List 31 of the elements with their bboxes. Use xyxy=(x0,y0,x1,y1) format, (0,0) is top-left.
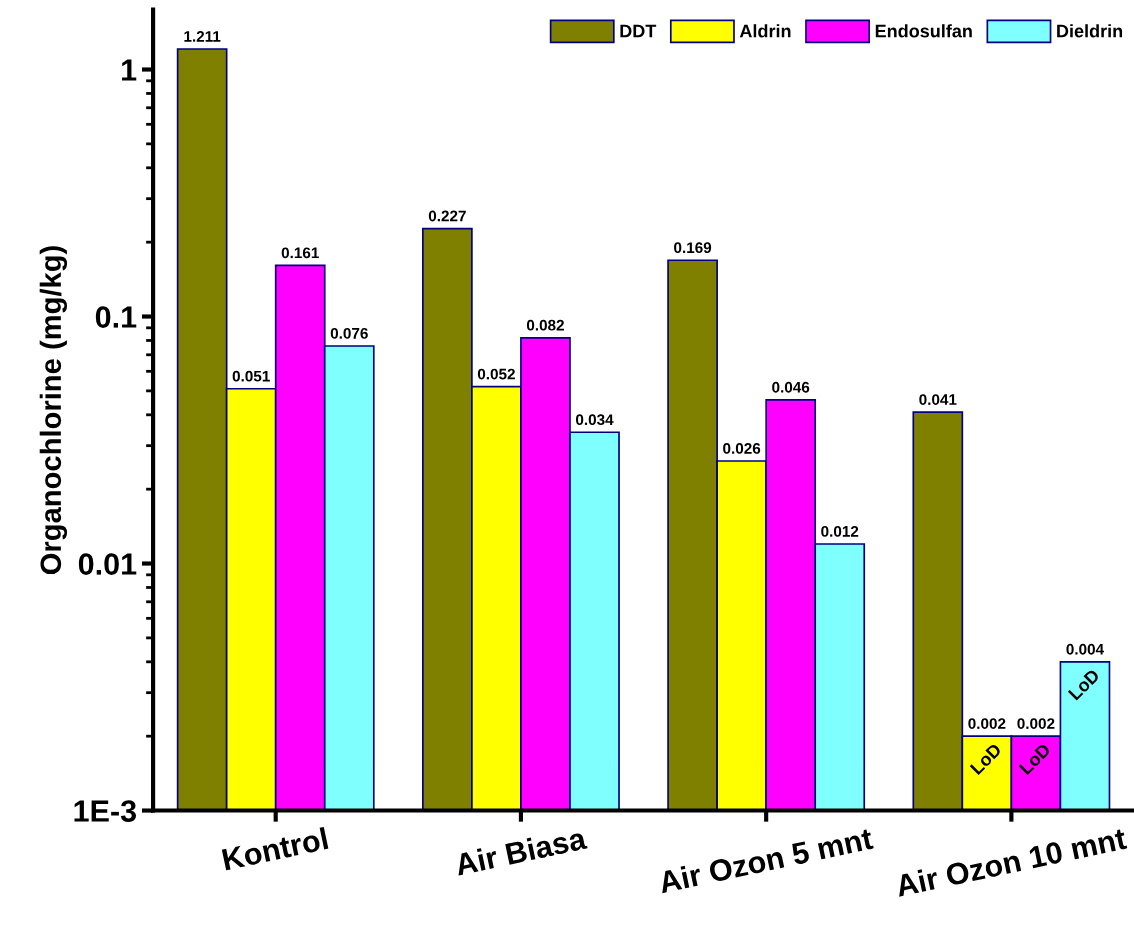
y-tick-label: 1 xyxy=(122,59,137,81)
data-label: 0.046 xyxy=(772,381,810,393)
x-tick-label: Air Biasa xyxy=(453,826,588,876)
y-axis-title: Organochlorine (mg/kg) xyxy=(39,246,68,575)
y-tick-label: 0.01 xyxy=(78,553,137,575)
data-label: 0.002 xyxy=(968,718,1006,729)
x-tick-label: Air Ozon 5 mnt xyxy=(657,826,874,894)
data-label: 0.012 xyxy=(821,525,859,537)
annotation: LoD xyxy=(969,742,1003,776)
annotation: LoD xyxy=(1018,742,1052,776)
data-label: 0.002 xyxy=(1017,718,1055,729)
y-tick-label: 1E-3 xyxy=(74,800,137,822)
legend-label: Endosulfan xyxy=(875,24,972,38)
x-tick-label: Kontrol xyxy=(221,826,329,871)
y-tick-label: 0.1 xyxy=(95,306,137,328)
data-label: 0.041 xyxy=(919,394,957,405)
data-label: 0.169 xyxy=(674,242,712,254)
data-label: 0.161 xyxy=(281,247,319,259)
data-label: 0.076 xyxy=(330,327,368,339)
data-label: 1.211 xyxy=(184,30,221,42)
data-label: 0.227 xyxy=(428,210,466,222)
legend-label: Aldrin xyxy=(739,24,791,38)
legend-label: DDT xyxy=(620,24,657,38)
x-tick-label: Air Ozon 10 mnt xyxy=(894,826,1128,898)
legend-label: Dieldrin xyxy=(1057,24,1123,38)
data-label: 0.082 xyxy=(526,319,564,331)
data-label: 0.052 xyxy=(477,368,515,380)
data-label: 0.026 xyxy=(723,443,761,454)
data-label: 0.051 xyxy=(232,370,270,382)
data-label: 0.004 xyxy=(1066,643,1104,655)
data-label: 0.034 xyxy=(575,414,614,426)
